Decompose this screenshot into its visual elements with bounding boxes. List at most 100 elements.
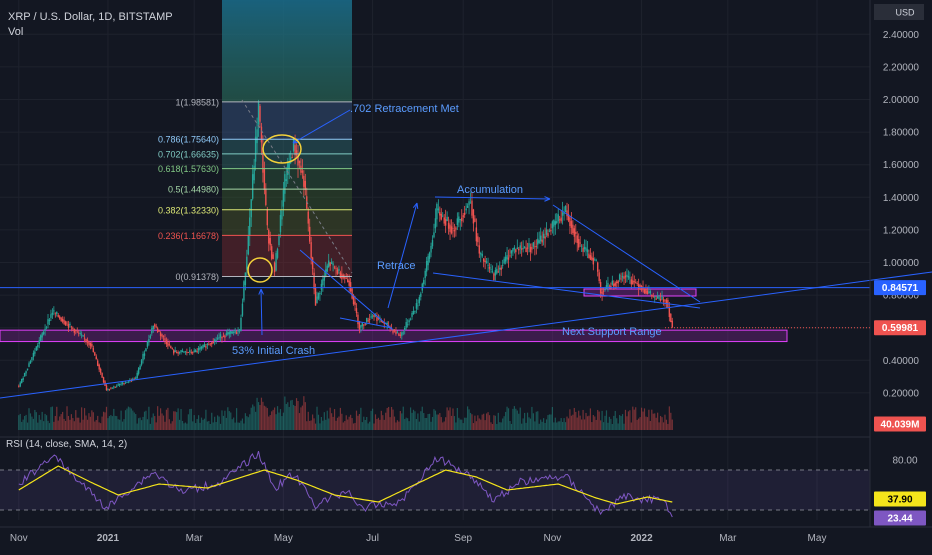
candle-body [607, 282, 609, 288]
volume-bar [228, 411, 230, 430]
candle-body [114, 386, 116, 388]
candle-body [137, 368, 140, 374]
candle-body [300, 165, 302, 173]
candle-body [427, 256, 429, 266]
candle-body [97, 360, 99, 366]
volume-bar [585, 412, 587, 430]
volume-bar [208, 421, 210, 430]
volume-bar [294, 406, 296, 430]
candle-body [254, 136, 257, 162]
candle-body [537, 238, 539, 245]
candle-body [257, 101, 260, 125]
candle-body [154, 324, 156, 327]
candle-body [542, 233, 545, 239]
candle-body [232, 332, 235, 333]
candle-body [421, 283, 423, 291]
candle-body [247, 235, 249, 255]
volume-bar [515, 408, 517, 430]
volume-bar [197, 415, 200, 430]
volume-bar [600, 420, 602, 430]
volume-bar [37, 422, 39, 430]
volume-bar [367, 423, 369, 430]
fib-band [222, 209, 352, 236]
candle-body [139, 365, 141, 370]
volume-bar [35, 412, 37, 430]
volume-bar [183, 423, 185, 430]
volume-bar [462, 423, 464, 430]
volume-bar [205, 409, 207, 430]
candle-body [408, 320, 410, 323]
candle-body [67, 323, 70, 328]
volume-bar [439, 413, 441, 430]
candle-body [167, 342, 169, 347]
candle-body [490, 268, 492, 270]
candle-body [206, 343, 209, 346]
candle-body [170, 346, 172, 349]
candle-body [662, 299, 665, 302]
volume-bar [351, 418, 353, 430]
volume-value-label-box [874, 416, 926, 432]
candle-body [20, 378, 23, 384]
volume-bar [253, 406, 255, 430]
volume-bar [478, 418, 480, 430]
accumulation-arrow [434, 196, 551, 200]
candle-body [297, 155, 299, 166]
volume-bar [291, 399, 293, 430]
candle-body [458, 216, 460, 223]
candle-body [197, 348, 200, 351]
volume-bar [116, 416, 118, 430]
volume-bar [101, 416, 103, 430]
candle-body [98, 364, 100, 370]
volume-bar [528, 417, 530, 430]
candle-body [474, 218, 476, 222]
candle-body [418, 297, 421, 304]
candle-body [424, 270, 426, 278]
volume-bar [601, 410, 603, 430]
volume-bar [316, 406, 318, 430]
level-price-label-box [874, 280, 926, 296]
volume-bar [215, 422, 217, 430]
candle-body [162, 336, 165, 338]
price-tick-label: 1.60000 [883, 160, 920, 171]
candle-body [519, 245, 521, 249]
candle-body [123, 383, 125, 385]
candle-body [442, 215, 444, 217]
accumulation-arrow-head [544, 196, 551, 202]
candle-body [263, 167, 266, 190]
volume-bar [83, 408, 86, 430]
candle-body [585, 247, 587, 251]
candle-body [79, 333, 81, 334]
candle-body [570, 221, 573, 228]
candle-body [531, 246, 533, 250]
candle-body [364, 323, 366, 325]
candle-body [152, 325, 154, 329]
volume-bar [671, 419, 673, 430]
candle-body [351, 288, 353, 299]
volume-bar [89, 416, 92, 430]
candle-body [256, 129, 258, 144]
volume-bar [443, 421, 445, 430]
volume-bar [336, 417, 339, 430]
volume-bar [418, 421, 420, 430]
rsi-tick-label: 80.00 [892, 456, 917, 467]
volume-bar [651, 409, 653, 430]
volume-bar [605, 410, 608, 430]
volume-bar [66, 406, 68, 430]
candle-body [363, 324, 365, 326]
retracement-arrow [292, 109, 351, 144]
candle-body [347, 279, 349, 282]
volume-bar [73, 421, 75, 430]
candle-body [235, 332, 238, 335]
volume-bar [322, 420, 324, 430]
volume-bar [19, 413, 21, 430]
candle-body [444, 219, 447, 226]
candles [18, 99, 673, 392]
volume-bar [469, 412, 472, 430]
candle-body [238, 329, 241, 332]
volume-bar [626, 416, 628, 430]
volume-bar [85, 415, 87, 430]
volume-bar [102, 411, 105, 430]
candle-body [471, 200, 473, 216]
crash-arrow [260, 288, 263, 336]
